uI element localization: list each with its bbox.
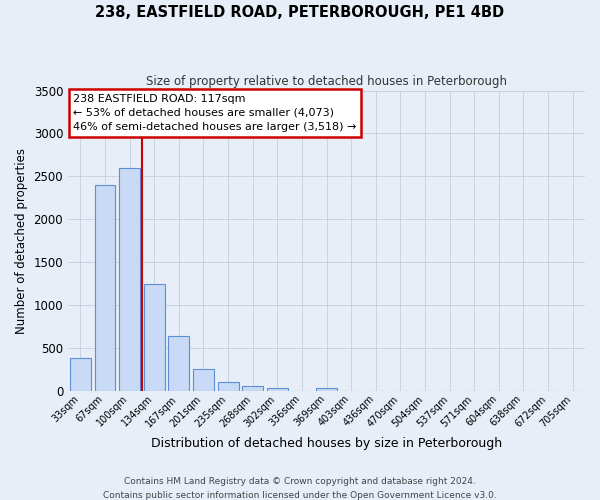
Bar: [144, 284, 164, 391]
Bar: [193, 368, 214, 391]
Bar: [169, 336, 189, 391]
Text: 238, EASTFIELD ROAD, PETERBOROUGH, PE1 4BD: 238, EASTFIELD ROAD, PETERBOROUGH, PE1 4…: [95, 5, 505, 20]
Bar: [95, 185, 115, 391]
Bar: [267, 388, 288, 391]
Bar: [316, 388, 337, 391]
Title: Size of property relative to detached houses in Peterborough: Size of property relative to detached ho…: [146, 75, 507, 88]
Bar: [70, 358, 91, 391]
Text: Contains HM Land Registry data © Crown copyright and database right 2024.
Contai: Contains HM Land Registry data © Crown c…: [103, 478, 497, 500]
Bar: [242, 386, 263, 391]
Bar: [218, 382, 239, 391]
Bar: [119, 168, 140, 391]
X-axis label: Distribution of detached houses by size in Peterborough: Distribution of detached houses by size …: [151, 437, 502, 450]
Y-axis label: Number of detached properties: Number of detached properties: [15, 148, 28, 334]
Text: 238 EASTFIELD ROAD: 117sqm
← 53% of detached houses are smaller (4,073)
46% of s: 238 EASTFIELD ROAD: 117sqm ← 53% of deta…: [73, 94, 356, 132]
